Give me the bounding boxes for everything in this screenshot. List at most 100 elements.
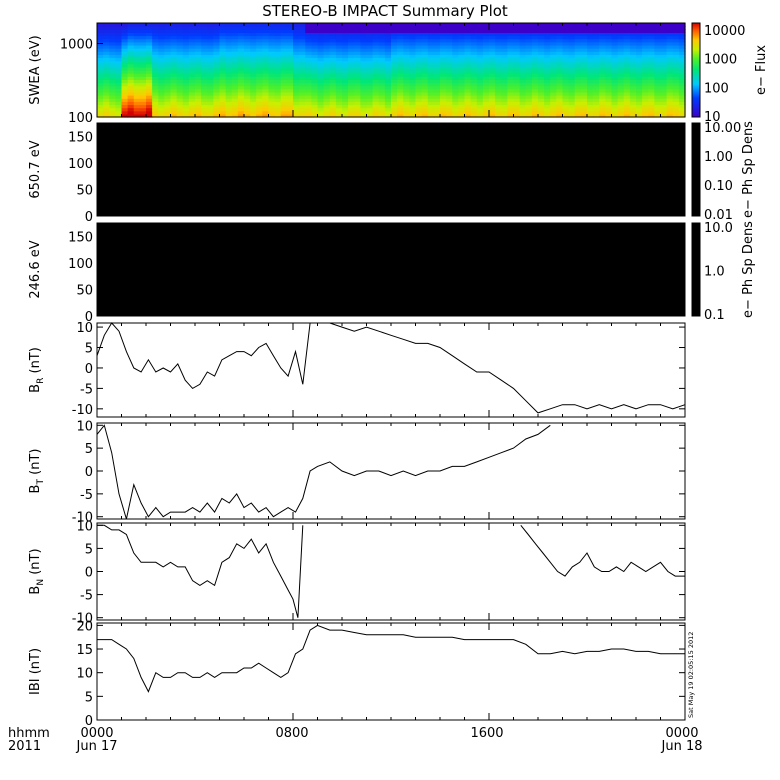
swea-spectrogram-cell [225, 57, 233, 62]
swea-spectrogram-cell [409, 88, 417, 93]
swea-spectrogram-cell [623, 101, 631, 106]
swea-spectrogram-cell [495, 29, 502, 33]
swea-spectrogram-cell [403, 60, 410, 65]
swea-spectrogram-cell [360, 82, 368, 87]
swea-spectrogram-cell [280, 29, 288, 33]
swea-spectrogram-cell [286, 66, 294, 71]
swea-spectrogram-cell [501, 82, 508, 87]
swea-spectrogram-cell [470, 91, 478, 96]
swea-spectrogram-cell [605, 110, 613, 115]
br-ytick-label: -10 [72, 403, 93, 418]
swea-spectrogram-cell [568, 57, 576, 62]
swea-spectrogram-cell [660, 70, 668, 74]
swea-spectrogram-cell [397, 82, 404, 87]
swea-spectrogram-cell [495, 44, 502, 49]
swea-spectrogram-cell [317, 57, 325, 62]
swea-spectrogram-cell [501, 107, 508, 112]
swea-spectrogram-cell [470, 98, 478, 102]
swea-spectrogram-cell [672, 23, 680, 27]
swea-spectrogram-cell [544, 41, 551, 46]
swea-spectrogram-cell [648, 79, 655, 84]
swea-spectrogram-cell [654, 57, 662, 62]
swea-spectrogram-cell [176, 107, 184, 112]
swea-spectrogram-cell [574, 35, 582, 40]
swea-spectrogram-cell [109, 66, 116, 71]
swea-spectrogram-cell [642, 23, 649, 27]
swea-spectrogram-cell [97, 101, 104, 106]
swea-spectrogram-cell [268, 41, 276, 46]
swea-spectrogram-cell [378, 29, 386, 33]
swea-spectrogram-cell [195, 82, 202, 87]
swea-spectrogram-cell [446, 98, 453, 102]
swea-spectrogram-cell [262, 60, 270, 65]
swea-spectrogram-cell [213, 60, 221, 65]
swea-spectrogram-cell [115, 44, 123, 49]
swea-spectrogram-cell [133, 66, 141, 71]
swea-spectrogram-cell [397, 70, 404, 74]
swea-spectrogram-cell [188, 110, 196, 115]
swea-spectrogram-cell [415, 98, 423, 102]
swea-spectrogram-cell [599, 32, 606, 37]
swea-spectrogram-cell [139, 60, 147, 65]
swea-spectrogram-cell [115, 57, 123, 62]
swea-spectrogram-cell [305, 98, 312, 102]
swea-spectrogram-cell [397, 110, 404, 115]
swea-spectrogram-cell [458, 95, 466, 99]
swea-spectrogram-cell [201, 91, 208, 96]
swea-spectrogram-cell [678, 88, 686, 93]
swea-spectrogram-cell [391, 76, 398, 80]
swea-spectrogram-cell [568, 35, 576, 40]
swea-spectrogram-cell [360, 104, 368, 109]
swea-spectrogram-cell [323, 23, 331, 27]
swea-spectrogram-cell [170, 101, 178, 106]
swea-spectrogram-cell [299, 113, 306, 118]
swea-spectrogram-cell [642, 73, 649, 77]
swea-spectrogram-cell [666, 60, 674, 65]
swea-spectrogram-cell [305, 85, 312, 90]
swea-spectrogram-cell [354, 41, 361, 46]
swea-spectrogram-cell [629, 70, 637, 74]
swea-spectrogram-cell [501, 95, 508, 99]
swea-spectrogram-cell [348, 101, 355, 106]
swea-spectrogram-cell [666, 32, 674, 37]
swea-spectrogram-cell [446, 41, 453, 46]
swea-spectrogram-cell [550, 29, 557, 33]
swea-spectrogram-cell [556, 60, 564, 65]
swea-spectrogram-cell [501, 88, 508, 93]
swea-spectrogram-cell [452, 38, 459, 43]
swea-spectrogram-cell [440, 101, 447, 106]
swea-spectrogram-cell [201, 32, 208, 37]
swea-spectrogram-cell [452, 70, 459, 74]
swea-spectrogram-cell [397, 88, 404, 93]
swea-spectrogram-cell [452, 63, 459, 68]
swea-spectrogram-cell [213, 26, 221, 30]
swea-spectrogram-cell [146, 95, 153, 99]
bt-ylabel: BT (nT) [28, 449, 46, 494]
swea-spectrogram-cell [433, 76, 441, 80]
swea-spectrogram-cell [397, 29, 404, 33]
swea-spectrogram-cell [311, 60, 319, 65]
swea-spectrogram-cell [256, 82, 263, 87]
swea-spectrogram-cell [317, 48, 325, 52]
swea-spectrogram-cell [305, 107, 312, 112]
swea-spectrogram-cell [237, 107, 245, 112]
swea-spectrogram-cell [464, 66, 472, 71]
swea-spectrogram-cell [648, 51, 655, 55]
swea-spectrogram-cell [146, 113, 153, 118]
swea-spectrogram-cell [158, 44, 165, 49]
swea-spectrogram-cell [513, 44, 521, 49]
swea-spectrogram-cell [489, 38, 496, 43]
swea-spectrogram-cell [323, 70, 331, 74]
swea-spectrogram-cell [482, 110, 490, 115]
swea-spectrogram-cell [170, 110, 178, 115]
swea-spectrogram-cell [660, 73, 668, 77]
swea-spectrogram-cell [293, 110, 300, 115]
swea-spectrogram-cell [250, 44, 257, 49]
swea-spectrogram-cell [562, 107, 570, 112]
swea-spectrogram-cell [360, 98, 368, 102]
swea-spectrogram-cell [127, 76, 135, 80]
swea-spectrogram-cell [623, 48, 631, 52]
swea-spectrogram-cell [427, 110, 435, 115]
swea-spectrogram-cell [544, 51, 551, 55]
swea-spectrogram-cell [274, 29, 282, 33]
